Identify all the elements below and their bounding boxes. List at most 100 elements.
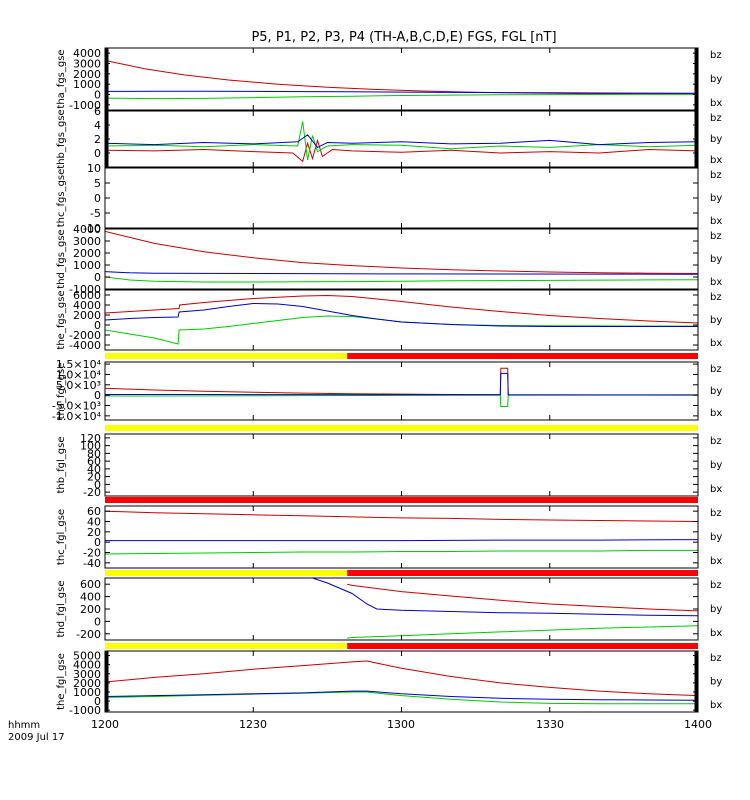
series-by xyxy=(105,549,698,555)
y-tick-label: 2000 xyxy=(73,247,101,260)
legend-bx: bx xyxy=(710,484,722,495)
x-tick-label: 1330 xyxy=(536,718,564,731)
status-bar-segment xyxy=(347,570,698,576)
y-tick-label: 0 xyxy=(94,147,101,160)
legend-bx: bx xyxy=(710,628,722,639)
x-tick-label: 1230 xyxy=(239,718,267,731)
legend-bz: bz xyxy=(710,170,722,181)
series-by xyxy=(105,315,698,345)
y-axis-label: thc_fgl_gse xyxy=(56,509,67,565)
status-bar-segment xyxy=(347,643,698,649)
series-group xyxy=(105,660,698,705)
legend-bz: bz xyxy=(710,653,722,664)
x-tick-label: 1300 xyxy=(387,718,415,731)
y-tick-label: 10 xyxy=(87,162,101,175)
y-tick-label: -20 xyxy=(83,547,101,560)
y-tick-label: -10 xyxy=(83,222,101,235)
y-axis-label: thd_fgs_gse xyxy=(56,229,67,288)
legend-bz: bz xyxy=(710,580,722,591)
series-bz xyxy=(105,510,698,522)
legend-by: by xyxy=(710,460,722,471)
legend-bz: bz xyxy=(710,292,722,303)
y-tick-label: 100 xyxy=(80,440,101,453)
y-axis-label: the_fgl_gse xyxy=(56,653,67,710)
y-tick-label: 400 xyxy=(80,591,101,604)
status-bar-segment xyxy=(105,353,348,359)
legend-bx: bx xyxy=(710,700,722,711)
series-group xyxy=(312,578,698,639)
y-tick-label: 80 xyxy=(87,447,101,460)
y-tick-label: 120 xyxy=(80,432,101,445)
y-tick-label: 0 xyxy=(94,319,101,332)
legend-bz: bz xyxy=(710,50,722,61)
status-bar-segment xyxy=(105,570,348,576)
y-tick-label: 0 xyxy=(94,615,101,628)
y-axis-label: thb_fgl_gse xyxy=(56,437,67,494)
y-tick-label: 6000 xyxy=(73,289,101,302)
x-axis-label-time: hhmm xyxy=(8,720,40,731)
y-axis-label: thc_fgs_gse xyxy=(56,169,67,228)
legend-bz: bz xyxy=(710,231,722,242)
y-axis-label: thb_fgs_gse xyxy=(56,109,67,168)
legend-by: by xyxy=(710,386,722,397)
panel-frame xyxy=(104,167,699,229)
y-tick-label: -20 xyxy=(83,486,101,499)
y-tick-label: 40 xyxy=(87,463,101,476)
y-tick-label: 2000 xyxy=(73,309,101,322)
y-tick-label: 60 xyxy=(87,505,101,518)
x-axis: 1200 1230 1300 1330 1400 hhmm 2009 Jul 1… xyxy=(8,718,712,743)
legend-bx: bx xyxy=(710,408,722,419)
y-tick-label: 3000 xyxy=(73,668,101,681)
legend-by: by xyxy=(710,315,722,326)
y-tick-label: 20 xyxy=(87,526,101,539)
y-tick-label: 5.0×10³ xyxy=(56,379,101,392)
legend-bz: bz xyxy=(710,364,722,375)
legend-by: by xyxy=(710,74,722,85)
legend-bx: bx xyxy=(710,556,722,567)
series-bx xyxy=(312,578,698,617)
series-by xyxy=(105,276,698,283)
series-bx xyxy=(105,372,698,396)
series-bx xyxy=(105,134,698,149)
y-tick-label: 1.0×10⁴ xyxy=(56,368,102,381)
y-tick-label: 1000 xyxy=(73,259,101,272)
series-group xyxy=(105,510,698,555)
series-bz xyxy=(105,230,698,274)
panel-frame xyxy=(104,650,699,713)
y-axis-label: thd_fgl_gse xyxy=(56,581,67,638)
panel-frame xyxy=(104,505,699,569)
legend-bz: bz xyxy=(710,113,722,124)
panel-thc_fgs_gse: -10 -5 0 5 10 thc_fgs_gse bz by bx xyxy=(56,162,722,235)
legend-by: by xyxy=(710,677,722,688)
panel-frame xyxy=(104,47,699,111)
series-by xyxy=(105,121,698,161)
series-group xyxy=(105,367,698,407)
side-mark-left xyxy=(104,651,109,712)
legend-bx: bx xyxy=(710,277,722,288)
y-tick-label: -200 xyxy=(76,628,101,641)
series-group xyxy=(105,121,698,163)
y-tick-label: 4 xyxy=(94,119,101,132)
y-tick-label: 0 xyxy=(94,536,101,549)
y-tick-label: 40 xyxy=(87,516,101,529)
y-tick-label: 600 xyxy=(80,578,101,591)
status-bar-segment xyxy=(105,425,698,431)
y-tick-label: 0 xyxy=(94,389,101,402)
series-bx xyxy=(105,90,698,94)
legend-bx: bx xyxy=(710,98,722,109)
series-group xyxy=(105,59,698,100)
y-tick-label: -40 xyxy=(83,557,101,570)
legend-bx: bx xyxy=(710,155,722,166)
y-tick-label: 0 xyxy=(94,271,101,284)
series-by xyxy=(347,625,698,639)
series-bz xyxy=(346,583,698,612)
legend-by: by xyxy=(710,193,722,204)
series-bz xyxy=(105,294,698,324)
